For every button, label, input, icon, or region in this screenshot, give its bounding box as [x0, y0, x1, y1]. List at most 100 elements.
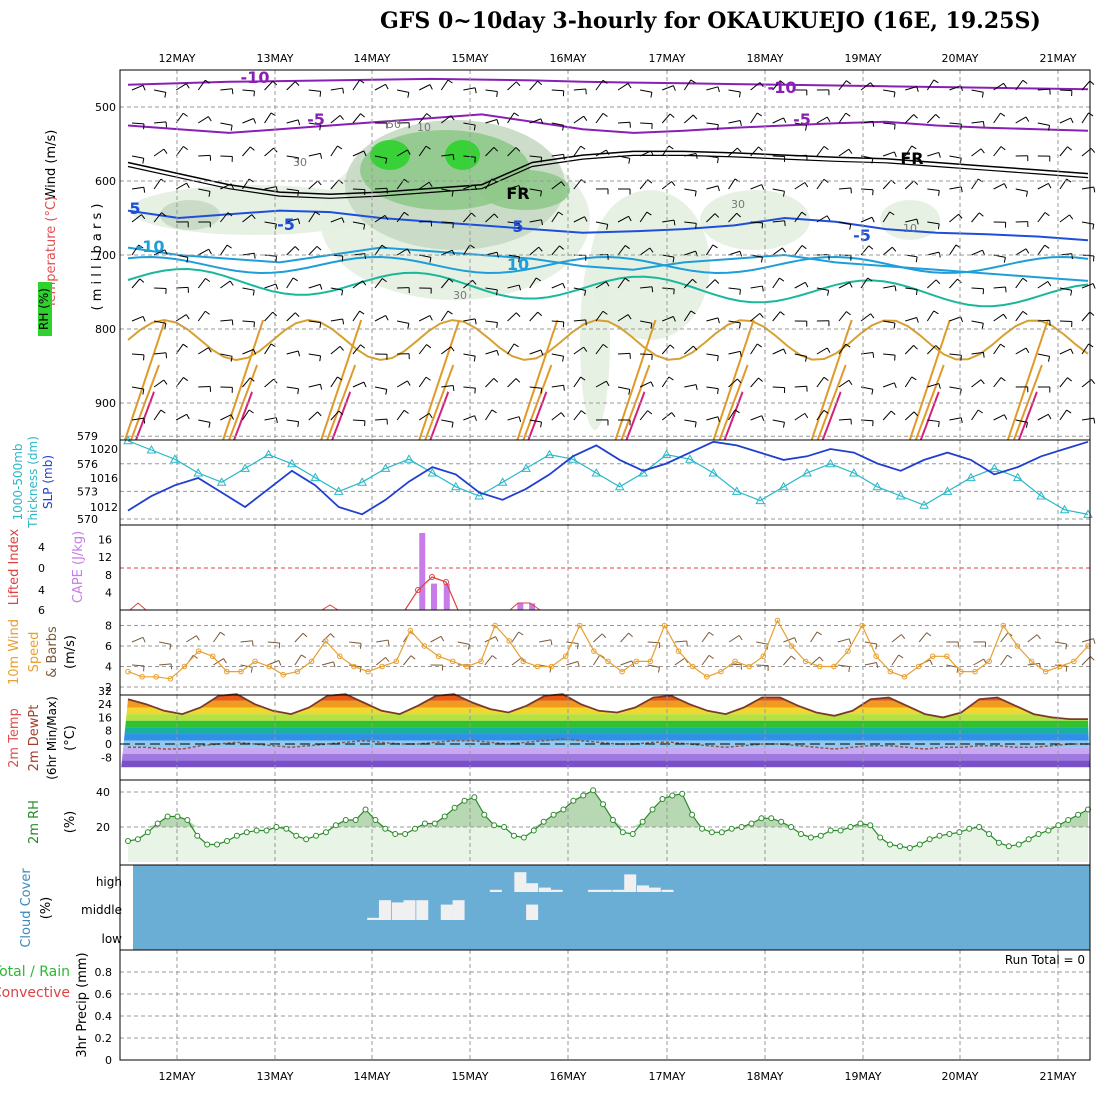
rh-marker — [481, 811, 488, 818]
wind-speed-marker — [322, 638, 329, 644]
wind-speed-marker — [534, 663, 541, 670]
rh-marker — [431, 820, 438, 827]
thickness-marker — [427, 467, 438, 477]
rh-marker — [857, 820, 864, 827]
temp2m-label-b: 2m DewPt — [27, 705, 42, 772]
thickness-marker — [966, 472, 976, 482]
isotherm-minus5 — [127, 113, 1089, 134]
cloud-bar-high — [538, 887, 551, 892]
rh-marker — [362, 806, 369, 813]
lifted-index-line — [509, 602, 541, 611]
wind-speed-marker — [562, 653, 569, 660]
lifted-index-marker — [415, 587, 421, 593]
date-label-bottom: 19MAY — [845, 1070, 882, 1083]
thickness-marker — [614, 481, 625, 491]
rh-marker — [956, 829, 963, 836]
cloud-bar-middle — [367, 917, 380, 920]
rh-marker — [1075, 811, 1082, 818]
rh-marker — [758, 815, 765, 822]
isotherm-15 — [127, 267, 1089, 308]
cloud-bar-middle — [416, 900, 429, 920]
rh-marker — [352, 817, 359, 823]
rh-marker — [382, 825, 389, 832]
thickness-tick-label: 573 — [77, 485, 98, 498]
cloud-bar-high — [612, 889, 625, 892]
thickness-marker — [357, 477, 368, 486]
rh-marker — [451, 804, 458, 811]
rh-marker — [402, 831, 409, 837]
cloud-bar-high — [648, 887, 661, 892]
wind-speed-marker — [1056, 663, 1063, 670]
contour-label: 5 — [129, 199, 140, 218]
thickness-marker — [380, 463, 391, 472]
rh-marker — [223, 838, 230, 844]
wind-speed-marker — [209, 653, 216, 660]
rh-marker — [639, 818, 646, 825]
cape-label: CAPE (J/kg) — [71, 531, 86, 603]
contour-label: -10 — [136, 237, 165, 256]
isotherm-20 — [222, 319, 265, 441]
li-tick-label: 0 — [38, 562, 45, 575]
lifted-index-line — [404, 576, 459, 611]
contour-label: FR — [506, 184, 529, 203]
contour-label: -5 — [307, 110, 325, 129]
rh-marker — [184, 817, 191, 823]
isotherm-20 — [810, 319, 853, 441]
wind-speed-marker — [492, 622, 498, 629]
rh-marker — [877, 834, 884, 841]
wind-tick-label: 6 — [105, 640, 112, 653]
cape-tick-label: 4 — [105, 586, 112, 599]
wind-speed-marker — [1042, 668, 1049, 675]
thickness-marker — [216, 477, 227, 486]
mb-axis-label: ( m i l l i b a r s ) — [90, 204, 105, 311]
rh-marker — [461, 797, 468, 804]
wind-speed-marker — [760, 653, 767, 660]
upper-wind-barbs — [131, 79, 1096, 428]
contour-label: -5 — [793, 110, 811, 129]
wind-speed-marker — [308, 658, 315, 665]
cape-bar — [431, 583, 438, 610]
rh-marker — [867, 822, 874, 829]
cloud-bar-high — [599, 889, 612, 892]
rh-marker — [491, 822, 498, 829]
rh-area-high — [128, 790, 1088, 827]
lifted-index-marker — [443, 579, 449, 585]
precip-tick-label: 0.6 — [95, 988, 113, 1001]
temp-tick-label: 32 — [98, 685, 112, 698]
rh-axis-label: RH (%) — [37, 288, 51, 330]
li-tick-label: 4 — [38, 584, 45, 597]
slp-tick-label: 1012 — [90, 501, 118, 514]
rh-marker — [679, 790, 686, 797]
temp-tick-label: 16 — [98, 711, 112, 724]
date-label-top: 19MAY — [845, 52, 882, 65]
isotherm-30 — [527, 391, 548, 441]
temp-band — [120, 700, 1090, 708]
wind-speed-marker — [718, 668, 724, 675]
rh-marker — [718, 829, 725, 836]
thickness-marker — [497, 477, 508, 486]
wind-speed-marker — [421, 643, 428, 649]
contour-label: -5 — [277, 215, 295, 234]
wind-speed-marker — [633, 658, 640, 665]
rh-marker — [916, 841, 923, 848]
rh-marker — [609, 817, 616, 823]
wind-speed-marker — [929, 653, 936, 660]
contour-label: 10 — [507, 255, 529, 274]
temp-band — [120, 734, 1090, 741]
thickness-tick-label: 570 — [77, 513, 98, 526]
thickness-marker — [895, 490, 906, 500]
rh-marker — [283, 825, 290, 832]
isotherm-20 — [516, 319, 559, 441]
rh-marker — [303, 836, 310, 843]
date-label-bottom: 17MAY — [649, 1070, 686, 1083]
wind-speed-marker — [986, 658, 992, 665]
rh-marker — [788, 824, 795, 830]
wind-speed-marker — [1000, 622, 1007, 629]
thickness-marker — [1036, 490, 1047, 500]
cloud-bar-middle — [440, 904, 453, 920]
thickness-marker — [193, 467, 204, 477]
rh-marker — [748, 820, 755, 827]
rh-marker — [322, 829, 329, 836]
thickness-marker — [169, 454, 180, 463]
rh-blob — [370, 140, 410, 170]
